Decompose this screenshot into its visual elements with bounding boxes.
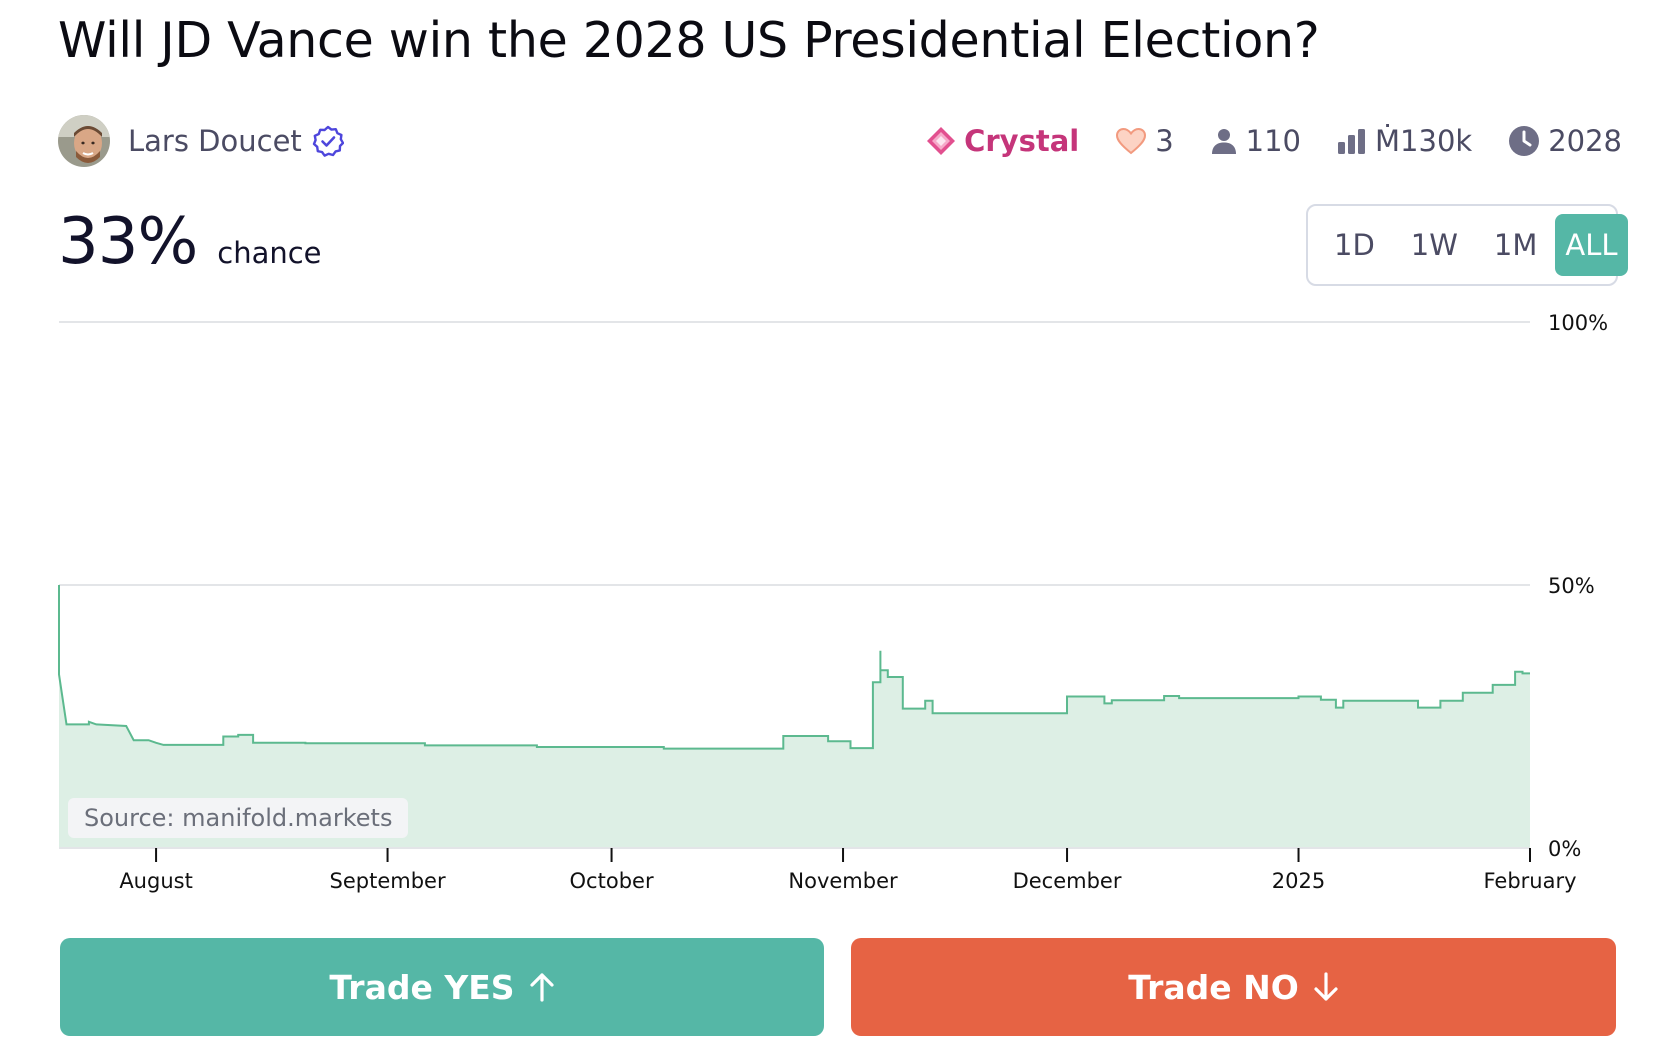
traders-stat[interactable]: 110 (1210, 124, 1301, 158)
arrow-down-icon (1314, 972, 1338, 1001)
y-tick-label: 100% (1548, 311, 1608, 335)
user-icon (1211, 129, 1236, 154)
y-tick-label: 0% (1548, 837, 1581, 861)
x-tick-label: 2025 (1272, 869, 1325, 893)
x-tick-label: February (1483, 869, 1576, 893)
close-date-stat[interactable]: 2028 (1508, 124, 1622, 158)
verified-badge-icon (312, 125, 344, 157)
market-stats: Crystal 3 110 Ṁ130k 2028 (926, 114, 1622, 168)
chart-gridlines (59, 321, 1530, 586)
time-range-selector: 1D 1W 1M ALL (1306, 204, 1628, 286)
likes-stat[interactable]: 3 (1115, 124, 1174, 158)
x-tick-label: December (1013, 869, 1122, 893)
crystal-icon (927, 127, 956, 155)
probability-line (58, 585, 1530, 750)
probability-label: chance (217, 236, 322, 270)
clock-icon (1509, 126, 1540, 156)
probability-area (59, 585, 1530, 848)
probability-value: 33% (58, 205, 198, 279)
trade-no-button[interactable]: Trade NO (851, 938, 1616, 1036)
probability-display: 33% chance (58, 205, 322, 279)
volume-stat[interactable]: Ṁ130k (1337, 124, 1472, 158)
trade-yes-button[interactable]: Trade YES (60, 938, 824, 1036)
x-axis: August September October November December 20… (59, 847, 1577, 893)
x-tick-label: October (570, 869, 654, 893)
probability-chart[interactable]: 100% 50% 0% August September October November… (0, 0, 1658, 900)
market-title: Will JD Vance win the 2028 US Presidenti… (58, 12, 1320, 69)
tier-badge[interactable]: Crystal (926, 124, 1079, 158)
range-1w-button[interactable]: 1W (1410, 228, 1458, 262)
trade-no-label: Trade NO (1128, 967, 1299, 1007)
source-label: Source: manifold.markets (68, 798, 409, 838)
y-tick-label: 50% (1548, 574, 1595, 598)
author-row: Lars Doucet (58, 114, 344, 168)
x-tick-label: November (788, 869, 898, 893)
arrow-up-icon (529, 973, 554, 1002)
trade-yes-label: Trade YES (329, 967, 515, 1007)
range-all-button[interactable]: ALL (1555, 214, 1628, 276)
close-date: 2028 (1548, 124, 1622, 158)
bar-chart-icon (1338, 129, 1366, 154)
avatar-photo (58, 115, 110, 167)
range-1m-button[interactable]: 1M (1493, 228, 1538, 262)
x-tick-label: September (330, 869, 446, 893)
avatar[interactable] (58, 115, 110, 167)
traders-count: 110 (1245, 124, 1302, 158)
tier-label: Crystal (964, 124, 1080, 158)
x-tick-label: August (119, 869, 193, 893)
likes-count: 3 (1155, 124, 1174, 158)
author-name[interactable]: Lars Doucet (128, 124, 302, 158)
heart-icon (1116, 127, 1147, 155)
volume-amount: Ṁ130k (1375, 124, 1473, 158)
range-1d-button[interactable]: 1D (1334, 228, 1375, 262)
y-axis: 100% 50% 0% (1548, 311, 1608, 861)
